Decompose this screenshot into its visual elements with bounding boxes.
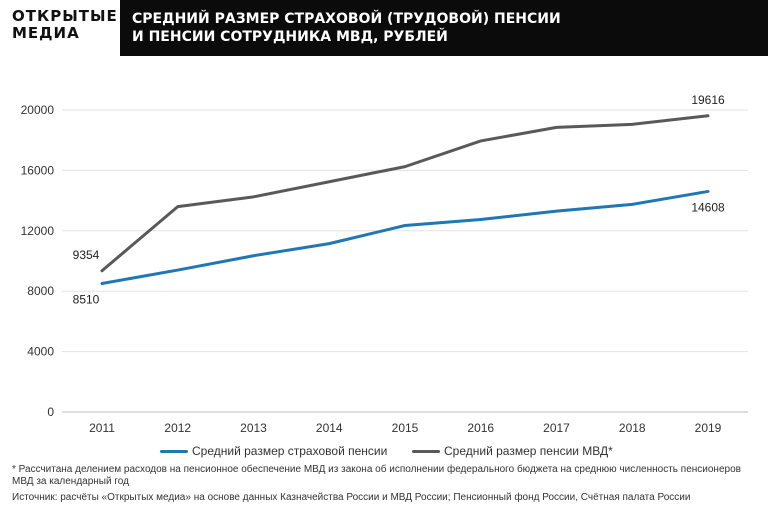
x-tick-label-2017: 2017 [543, 421, 570, 435]
y-tick-label-12000: 12000 [21, 224, 55, 238]
legend: Средний размер страховой пенсии Средний … [0, 444, 768, 460]
logo-line-1: ОТКРЫТЫЕ [12, 7, 118, 25]
footnote: * Рассчитана делением расходов на пенсио… [12, 464, 741, 487]
line-chart: 0 4000 8000 12000 16000 20000 2011 2012 2013 2014… [21, 93, 748, 435]
chart-title-line-2: И ПЕНСИИ СОТРУДНИКА МВД, РУБЛЕЙ [132, 29, 448, 45]
legend-swatch-mvd [412, 449, 440, 453]
x-tick-label-2019: 2019 [695, 421, 722, 435]
x-tick-label-2011: 2011 [89, 421, 115, 435]
data-label-series-1-2019: 19616 [691, 93, 725, 107]
x-tick-label-2016: 2016 [467, 421, 494, 435]
legend-item-pension: Средний размер страховой пенсии [160, 444, 387, 458]
y-tick-label-8000: 8000 [27, 284, 54, 298]
y-tick-label-16000: 16000 [21, 163, 55, 177]
x-tick-label-2014: 2014 [316, 421, 343, 435]
legend-label-pension: Средний размер страховой пенсии [192, 444, 388, 458]
legend-item-mvd: Средний размер пенсии МВД* [412, 444, 613, 458]
y-tick-label-0: 0 [47, 405, 54, 419]
x-tick-label-2015: 2015 [392, 421, 419, 435]
title-banner: СРЕДНИЙ РАЗМЕР СТРАХОВОЙ (ТРУДОВОЙ) ПЕНС… [120, 0, 768, 56]
x-tick-label-2012: 2012 [164, 421, 191, 435]
logo-line-2: МЕДИА [12, 24, 80, 42]
series-line-1 [100, 114, 710, 273]
legend-label-mvd: Средний размер пенсии МВД* [444, 444, 613, 458]
chart-title: СРЕДНИЙ РАЗМЕР СТРАХОВОЙ (ТРУДОВОЙ) ПЕНС… [132, 10, 732, 46]
data-label-series-0-2011: 8510 [73, 292, 100, 306]
data-label-series-0-2019: 14608 [691, 200, 725, 214]
y-tick-label-4000: 4000 [27, 345, 54, 359]
x-tick-label-2013: 2013 [240, 421, 267, 435]
data-label-series-1-2011: 9354 [73, 248, 100, 262]
logo: ОТКРЫТЫЕ МЕДИА [12, 8, 122, 42]
legend-swatch-pension [160, 449, 188, 453]
x-tick-label-2018: 2018 [619, 421, 646, 435]
chart-title-line-1: СРЕДНИЙ РАЗМЕР СТРАХОВОЙ (ТРУДОВОЙ) ПЕНС… [132, 11, 561, 27]
y-tick-label-20000: 20000 [21, 103, 55, 117]
source-note: Источник: расчёты «Открытых медиа» на ос… [12, 492, 691, 503]
